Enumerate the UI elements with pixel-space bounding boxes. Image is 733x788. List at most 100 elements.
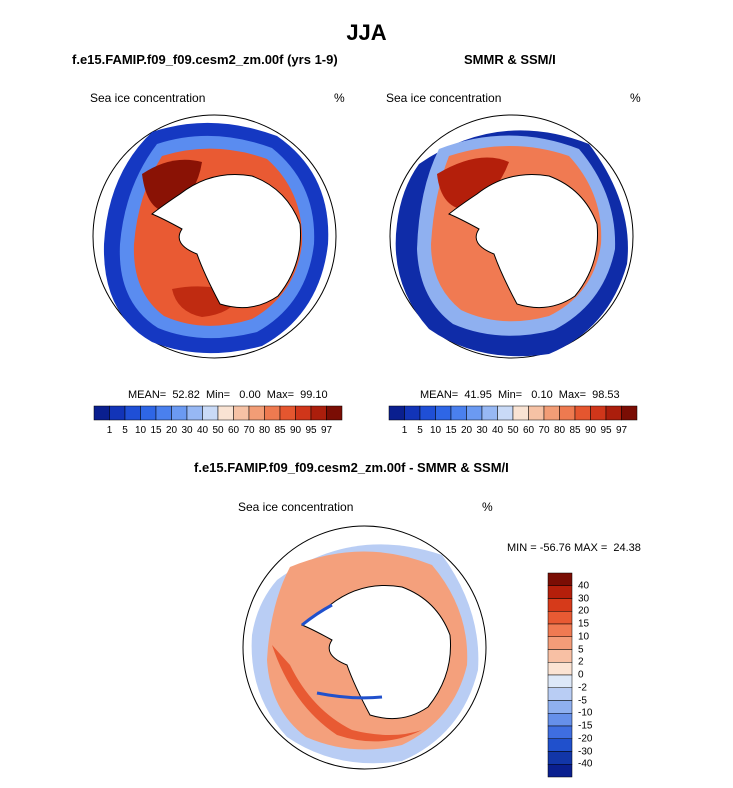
panel1-colorbar-tick-label: 70 [243,425,255,436]
panel2-colorbar-swatch [450,405,467,421]
panel2-stats: MEAN= 41.95 Min= 0.10 Max= 98.53 [420,389,620,401]
panel1-colorbar-swatch [310,405,327,421]
panel1-colorbar-tick-label: 5 [122,425,128,436]
panel2-colorbar [388,405,638,421]
panel1-colorbar-swatch [248,405,265,421]
panel1-colorbar-tick-label: 60 [227,425,240,436]
panel1-colorbar-swatch [326,405,343,421]
panel1-colorbar-swatch [124,405,141,421]
diff-colorbar-tick-label: -5 [578,695,587,706]
panel2-colorbar-tick-label: 40 [491,425,504,436]
panel2-colorbar-swatch [404,405,421,421]
diff-colorbar-tick-label: 30 [578,593,590,604]
panel1-colorbar-swatch [202,405,219,421]
panel1-colorbar-swatch [109,405,126,421]
panel1-colorbar-swatch [155,405,172,421]
panel1-colorbar-tick-label: 95 [305,425,317,436]
panel2-colorbar-tick-label: 5 [417,425,423,436]
diff-colorbar-swatch [547,598,573,612]
diff-negative-edge-2 [316,691,383,700]
panel1-colorbar-tick-label: 50 [212,425,224,436]
diff-colorbar-swatch [547,636,573,650]
panel2-colorbar-swatch [466,405,483,421]
panel1-units-label: % [334,91,345,105]
panel2-variable-label: Sea ice concentration [386,91,502,105]
panel2-antarctica [448,173,599,309]
diff-colorbar-tick-label: -40 [578,758,593,770]
diff-colorbar-swatch [547,751,573,765]
panel1-colorbar-swatch [264,405,281,421]
panel1-colorbar-tick-label: 40 [196,425,209,436]
panel2-colorbar-tick-label: 95 [600,425,612,436]
panel1-colorbar-tick-label: 1 [106,425,113,436]
panel1-colorbar-tick-label: 97 [320,425,333,436]
diff-colorbar-swatch [547,738,573,752]
panel2-colorbar-tick-label: 10 [429,425,442,436]
diff-colorbar-swatch [547,687,573,701]
diff-colorbar-tick-label: -15 [578,720,593,732]
panel2-colorbar-tick-label: 90 [584,425,597,436]
diff-antarctica [301,584,452,720]
panel1-colorbar-ticks: 1 5 10 15 20 30 40 50 60 70 80 85 90 95 97 [94,425,342,439]
panel1-map [92,114,337,359]
diff-colorbar-swatch [547,725,573,739]
panel2-units-label: % [630,91,641,105]
panel2-colorbar-swatch [605,405,622,421]
panel2-colorbar-swatch [435,405,452,421]
panel1-colorbar [93,405,343,421]
panel1-colorbar-swatch [186,405,203,421]
panel1-colorbar-tick-label: 80 [258,425,271,436]
panel2-colorbar-swatch [559,405,576,421]
page-title: JJA [346,20,387,45]
diff-colorbar-tick-label: -2 [578,682,587,694]
diff-panel-map [242,525,487,770]
diff-panel-units-label: % [482,500,493,514]
panel2-colorbar-swatch [512,405,529,421]
diff-colorbar-swatch [547,713,573,727]
panel1-colorbar-swatch [217,405,234,421]
panel1-antarctica [151,173,302,309]
diff-colorbar-ticks: 40 30 20 15 10 5 2 0 -2 -5 -10 -15 -20 -30 -40 [578,573,618,777]
panel1-colorbar-swatch [279,405,296,421]
panel1-colorbar-swatch [295,405,312,421]
panel1-ice-max-1 [142,159,202,213]
diff-colorbar-tick-label: 10 [578,631,590,643]
diff-colorbar-tick-label: 5 [578,644,584,655]
diff-colorbar-tick-label: -20 [578,733,593,745]
panel2-colorbar-tick-label: 80 [553,425,566,436]
panel1-colorbar-swatch [233,405,250,421]
panel1-stats: MEAN= 52.82 Min= 0.00 Max= 99.10 [128,389,328,401]
panel1-colorbar-tick-label: 85 [274,425,286,436]
panel1-colorbar-tick-label: 15 [150,425,162,436]
panel2-colorbar-swatch [481,405,498,421]
panel2-ice-max [437,157,509,210]
panel1-colorbar-tick-label: 20 [165,425,178,436]
panel1-colorbar-tick-label: 10 [134,425,147,436]
diff-panel-minmax: MIN = -56.76 MAX = 24.38 [507,542,641,554]
panel2-colorbar-tick-label: 70 [538,425,550,436]
panel2-colorbar-swatch [590,405,607,421]
panel1-colorbar-swatch [93,405,110,421]
diff-colorbar-tick-label: -30 [578,746,593,757]
diff-colorbar-tick-label: 20 [578,605,590,617]
panel2-colorbar-swatch [528,405,545,421]
panel2-map [389,114,634,359]
panel2-colorbar-swatch [543,405,560,421]
diff-colorbar-swatch [547,623,573,637]
panel2-colorbar-swatch [621,405,638,421]
panel1-variable-label: Sea ice concentration [90,91,206,105]
diff-colorbar-swatch [547,649,573,663]
diff-colorbar-tick-label: 15 [578,618,590,630]
panel2-colorbar-tick-label: 85 [569,425,581,436]
diff-colorbar-swatch [547,674,573,688]
panel2-colorbar-tick-label: 15 [445,425,457,436]
diff-panel-variable-label: Sea ice concentration [238,500,354,514]
panel2-colorbar-swatch [574,405,591,421]
panel2-colorbar-swatch [497,405,514,421]
diff-colorbar-tick-label: 0 [578,669,584,681]
panel2-colorbar-tick-label: 30 [476,425,488,436]
diff-colorbar-swatch [547,611,573,625]
diff-colorbar-tick-label: -10 [578,707,593,719]
panel2-colorbar-tick-label: 60 [522,425,535,436]
diff-colorbar-swatch [547,572,573,586]
